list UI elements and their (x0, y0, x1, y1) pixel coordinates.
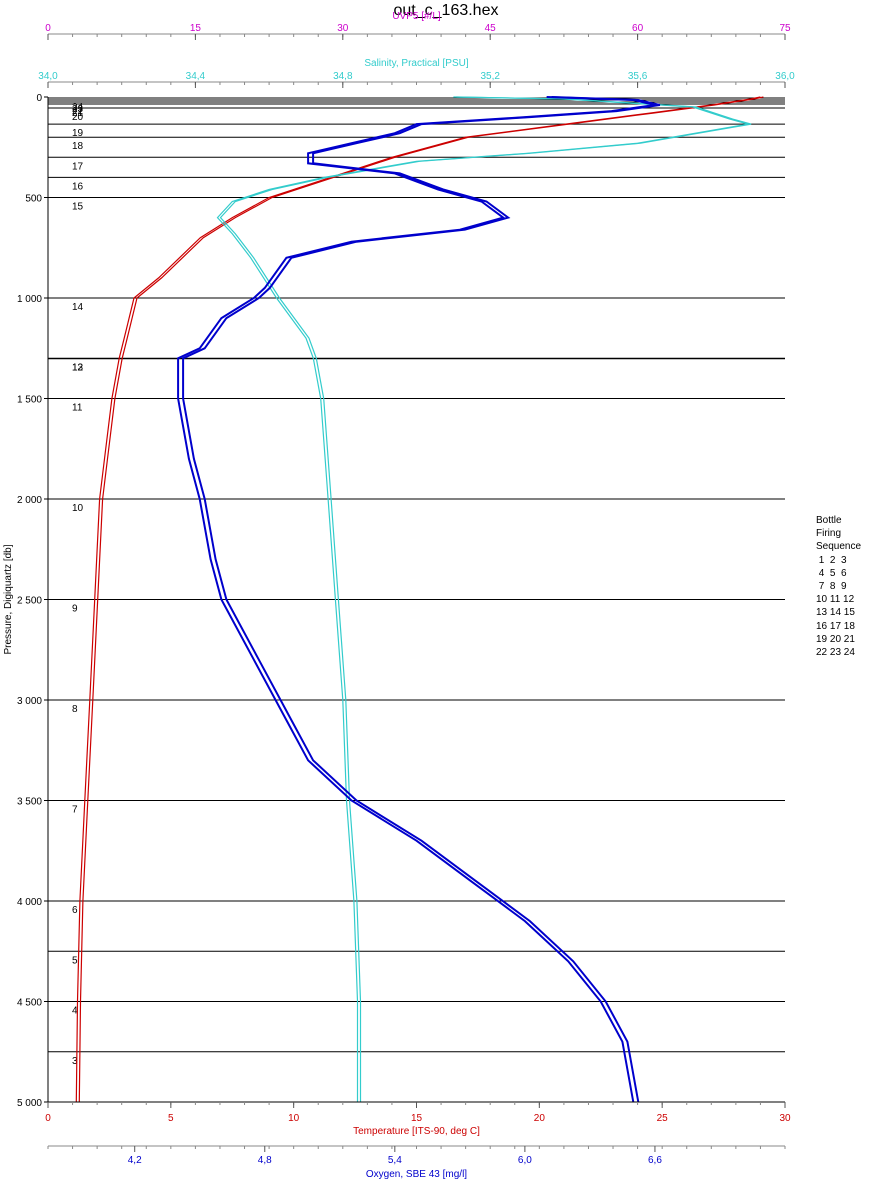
x-tick-label-temperature: 25 (657, 1113, 669, 1124)
bottle-label-24: 24 (72, 102, 84, 113)
legend-row: 19 20 21 (816, 633, 855, 645)
x-tick-label-oxygen: 4,2 (128, 1155, 142, 1166)
x-tick-label-uvp5: 75 (779, 23, 791, 34)
y-tick-label: 0 (36, 93, 42, 104)
series-line-temperature-upcast (78, 96, 764, 1103)
series-line-salinity-upcast (219, 96, 752, 1102)
bottle-label-17: 17 (72, 161, 84, 172)
x-axis-salinity: 34,0 34,4 34,8 35,2 35,6 36,0 Salinity, Practi… (38, 58, 795, 88)
x-tick-label-uvp5: 60 (632, 23, 644, 34)
x-tick-label-salinity: 36,0 (775, 71, 795, 82)
bottle-label-16: 16 (72, 181, 84, 192)
y-tick-label: 2 500 (17, 596, 42, 607)
bottle-label-18: 18 (72, 141, 84, 152)
x-tick-label-uvp5: 30 (337, 23, 349, 34)
x-tick-label-oxygen: 6,6 (648, 1155, 662, 1166)
x-axis-oxygen: 4,2 4,8 5,4 6,0 6,6 Oxygen, SBE 43 [mg/l] (47, 1145, 786, 1180)
x-tick-label-salinity: 34,0 (38, 71, 58, 82)
bottle-label-22: 22 (72, 106, 84, 117)
y-tick-label: 4 500 (17, 998, 42, 1009)
bottle-label-14: 14 (72, 302, 84, 313)
bottle-label-20: 20 (72, 112, 84, 123)
x-tick-label-temperature: 5 (168, 1113, 174, 1124)
bottle-label-12: 12 (72, 363, 84, 374)
legend-row: 13 14 15 (816, 607, 855, 619)
y-tick-label: 2 000 (17, 495, 42, 506)
x-axis-uvp5: 0 15 30 45 60 75 UVP5 [#/L] (45, 11, 791, 40)
legend-row: 1 2 3 (816, 554, 847, 566)
x-tick-label-uvp5: 15 (190, 23, 202, 34)
y-tick-label: 1 500 (17, 395, 42, 406)
y-tick-label: 3 500 (17, 797, 42, 808)
bottle-label-19: 19 (72, 128, 84, 139)
bottle-firing-legend: Bottle Firing Sequence 1 2 3 4 5 6 7 8 9 10… (816, 514, 861, 659)
bottle-label-6: 6 (72, 905, 78, 916)
legend-title-line: Bottle (816, 515, 842, 526)
legend-row: 4 5 6 (816, 567, 847, 579)
y-tick-label: 1 000 (17, 294, 42, 305)
x-tick-label-temperature: 15 (411, 1113, 423, 1124)
bottle-label-4: 4 (72, 1006, 78, 1017)
x-tick-label-uvp5: 45 (485, 23, 497, 34)
y-tick-label: 500 (25, 194, 42, 205)
bottle-label-11: 11 (72, 403, 83, 414)
bottle-label-8: 8 (72, 704, 78, 715)
bottle-label-13: 13 (72, 362, 84, 373)
x-axis-title-salinity: Salinity, Practical [PSU] (364, 58, 469, 69)
x-tick-label-temperature: 0 (45, 1113, 51, 1124)
x-axis-title-temperature: Temperature [ITS-90, deg C] (353, 1126, 480, 1137)
x-tick-label-salinity: 35,6 (628, 71, 648, 82)
x-axis-title-oxygen: Oxygen, SBE 43 [mg/l] (366, 1169, 467, 1180)
bottle-label-10: 10 (72, 503, 84, 514)
x-tick-label-oxygen: 6,0 (518, 1155, 532, 1166)
x-tick-label-temperature: 30 (779, 1113, 791, 1124)
x-tick-label-salinity: 34,8 (333, 71, 353, 82)
x-axis-temperature: 0 5 10 15 20 25 30 Temperature [ITS-90, deg C] (45, 1101, 791, 1137)
legend-row: 16 17 18 (816, 620, 855, 632)
chart-title: out_c_163.hex (393, 2, 499, 19)
bottle-label-15: 15 (72, 202, 84, 213)
bottle-label-7: 7 (72, 805, 78, 816)
x-tick-label-temperature: 10 (288, 1113, 300, 1124)
x-tick-label-salinity: 34,4 (186, 71, 206, 82)
x-tick-label-oxygen: 4,8 (258, 1155, 272, 1166)
y-tick-label: 4 000 (17, 897, 42, 908)
legend-title-line: Sequence (816, 541, 862, 553)
legend-row: 7 8 9 (816, 581, 847, 593)
x-tick-label-oxygen: 5,4 (388, 1155, 402, 1166)
series-line-oxygen (177, 96, 656, 1103)
series-layer (75, 96, 764, 1103)
bottle-label-5: 5 (72, 955, 78, 966)
x-tick-label-temperature: 20 (534, 1113, 546, 1124)
x-tick-label-uvp5: 0 (45, 23, 51, 34)
x-axis-title-uvp5: UVP5 [#/L] (392, 11, 441, 22)
y-tick-label: 3 000 (17, 696, 42, 707)
y-tick-label: 5 000 (17, 1098, 42, 1109)
legend-row: 22 23 24 (816, 647, 855, 659)
legend-row: 10 11 12 (816, 594, 855, 606)
y-axis-label: Pressure, Digiquartz [db] (3, 544, 14, 654)
series-line-oxygen-upcast (182, 96, 661, 1103)
bottle-label-3: 3 (72, 1056, 78, 1067)
bottle-label-9: 9 (72, 604, 78, 615)
legend-title-line: Firing (816, 528, 842, 540)
bottle-label-21: 21 (72, 108, 84, 119)
bottle-label-23: 23 (72, 104, 84, 115)
x-tick-label-salinity: 35,2 (480, 71, 500, 82)
